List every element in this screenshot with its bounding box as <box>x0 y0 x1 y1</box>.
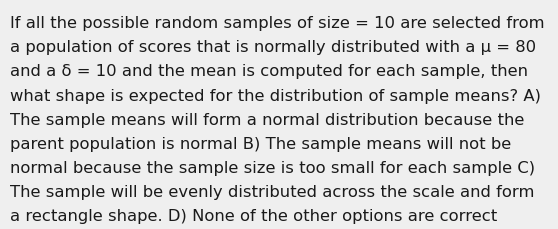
Text: a population of scores that is normally distributed with a μ = 80: a population of scores that is normally … <box>10 40 536 55</box>
Text: The sample means will form a normal distribution because the: The sample means will form a normal dist… <box>10 112 525 127</box>
Text: normal because the sample size is too small for each sample C): normal because the sample size is too sm… <box>10 160 535 175</box>
Text: and a δ = 10 and the mean is computed for each sample, then: and a δ = 10 and the mean is computed fo… <box>10 64 528 79</box>
Text: a rectangle shape. D) None of the other options are correct: a rectangle shape. D) None of the other … <box>10 208 497 223</box>
Text: what shape is expected for the distribution of sample means? A): what shape is expected for the distribut… <box>10 88 541 103</box>
Text: The sample will be evenly distributed across the scale and form: The sample will be evenly distributed ac… <box>10 184 535 199</box>
Text: If all the possible random samples of size = 10 are selected from: If all the possible random samples of si… <box>10 16 545 31</box>
Text: parent population is normal B) The sample means will not be: parent population is normal B) The sampl… <box>10 136 511 151</box>
